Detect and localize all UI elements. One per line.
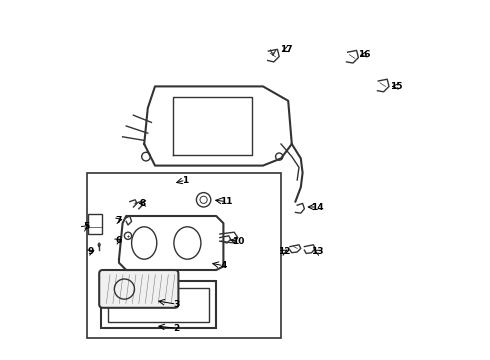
FancyBboxPatch shape	[99, 270, 178, 308]
Text: 17: 17	[280, 45, 293, 54]
Bar	[87, 173, 281, 338]
Text: 15: 15	[390, 82, 402, 91]
Bar	[88, 214, 102, 234]
Text: 7: 7	[115, 216, 122, 225]
Bar	[101, 281, 216, 328]
Text: 5: 5	[83, 222, 89, 231]
Text: 1: 1	[182, 176, 189, 185]
Text: 8: 8	[139, 199, 146, 208]
Text: 2: 2	[173, 324, 180, 333]
Text: 13: 13	[311, 247, 323, 256]
Text: 6: 6	[115, 236, 122, 245]
Text: 9: 9	[87, 248, 94, 256]
Text: 3: 3	[173, 300, 180, 309]
Bar	[108, 288, 209, 322]
Text: 12: 12	[278, 247, 291, 256]
Text: 10: 10	[232, 237, 244, 246]
Text: 16: 16	[358, 50, 370, 59]
Text: 14: 14	[311, 202, 323, 212]
Text: 11: 11	[220, 197, 233, 206]
Text: 4: 4	[220, 261, 226, 270]
